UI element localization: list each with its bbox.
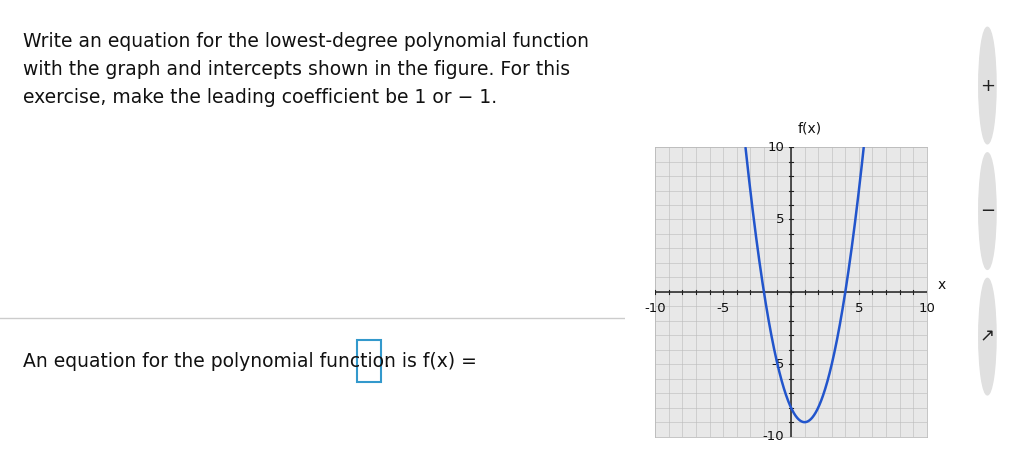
Text: .: . [384, 352, 390, 371]
Text: -5: -5 [771, 358, 784, 371]
Text: 5: 5 [855, 302, 863, 315]
Circle shape [979, 153, 996, 269]
Circle shape [979, 27, 996, 144]
Text: Write an equation for the lowest-degree polynomial function
with the graph and i: Write an equation for the lowest-degree … [23, 32, 589, 107]
Text: 10: 10 [919, 302, 935, 315]
Text: -10: -10 [644, 302, 667, 315]
Text: -10: -10 [763, 430, 784, 443]
Text: ↗: ↗ [980, 328, 995, 346]
Text: x: x [938, 278, 946, 291]
FancyBboxPatch shape [357, 340, 381, 382]
Text: −: − [980, 202, 995, 220]
Text: 5: 5 [776, 213, 784, 226]
Text: +: + [980, 77, 995, 94]
Text: An equation for the polynomial function is f(x) =: An equation for the polynomial function … [23, 352, 482, 371]
Circle shape [979, 278, 996, 395]
Text: 10: 10 [767, 141, 784, 154]
Text: f(x): f(x) [798, 121, 822, 135]
Text: -5: -5 [717, 302, 730, 315]
